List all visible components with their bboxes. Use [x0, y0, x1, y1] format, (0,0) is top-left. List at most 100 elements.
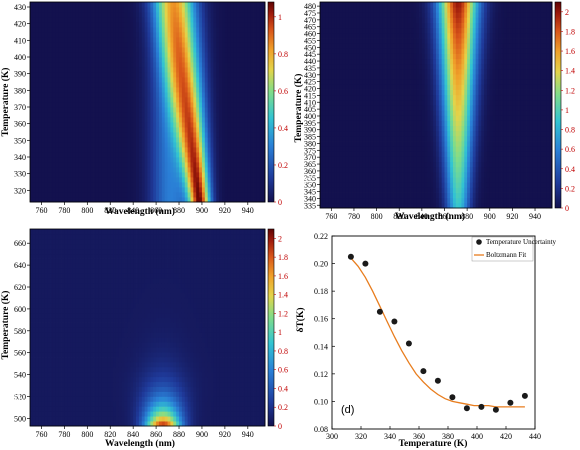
heatmap-cell: [379, 192, 383, 199]
heatmap-cell: [376, 27, 380, 34]
heatmap-cell: [348, 89, 352, 96]
heatmap-cell: [230, 42, 234, 48]
heatmap-cell: [115, 2, 120, 8]
heatmap-cell: [351, 202, 355, 209]
heatmap-cell: [204, 37, 209, 43]
heatmap-cell: [113, 37, 117, 43]
heatmap-cell: [47, 162, 51, 168]
heatmap-cell: [348, 202, 352, 209]
heatmap-cell: [339, 22, 344, 29]
heatmap-cell: [156, 167, 160, 173]
heatmap-cell: [416, 110, 420, 116]
heatmap-cell: [320, 94, 324, 101]
heatmap-cell: [158, 82, 163, 88]
heatmap-cell: [379, 27, 383, 34]
heatmap-cell: [164, 147, 168, 153]
heatmap-cell: [147, 62, 151, 68]
heatmap-cell: [115, 42, 120, 48]
heatmap-cell: [50, 7, 54, 13]
heatmap-cell: [365, 89, 369, 96]
heatmap-cell: [427, 197, 431, 204]
heatmap-cell: [204, 42, 209, 48]
heatmap-cell: [396, 94, 400, 101]
heatmap-cell: [351, 151, 355, 157]
colorbar-tick-label: 0.2: [278, 161, 288, 170]
heatmap-cell: [107, 197, 111, 203]
heatmap-cell: [239, 117, 243, 123]
heatmap-cell: [219, 37, 223, 43]
heatmap-cell: [390, 12, 394, 18]
heatmap-cell: [87, 17, 91, 23]
heatmap-cell: [430, 146, 434, 152]
heatmap-cell: [127, 87, 131, 93]
heatmap-cell: [430, 182, 434, 188]
heatmap-cell: [416, 12, 420, 18]
heatmap-cell: [256, 137, 260, 143]
heatmap-cell: [325, 99, 329, 106]
heatmap-cell: [334, 192, 338, 199]
heatmap-cell: [41, 72, 45, 78]
heatmap-cell: [322, 115, 327, 121]
heatmap-cell: [130, 87, 134, 93]
heatmap-cell: [84, 42, 88, 48]
heatmap-cell: [207, 52, 211, 58]
heatmap-cell: [413, 146, 417, 152]
heatmap-cell: [247, 17, 252, 23]
heatmap-cell: [339, 27, 344, 34]
heatmap-cell: [201, 172, 206, 178]
heatmap-cell: [244, 32, 249, 38]
heatmap-cell: [136, 117, 140, 123]
heatmap-cell: [190, 192, 194, 198]
heatmap-cell: [127, 77, 131, 83]
heatmap-cell: [78, 52, 82, 58]
heatmap-cell: [353, 32, 358, 39]
heatmap-cell: [348, 197, 352, 204]
heatmap-cell: [256, 97, 260, 103]
heatmap-cell: [421, 12, 426, 18]
heatmap-cell: [368, 43, 372, 49]
heatmap-cell: [81, 92, 85, 98]
heatmap-cell: [373, 171, 377, 178]
heatmap-cell: [393, 177, 397, 183]
heatmap-cell: [207, 107, 211, 113]
heatmap-cell: [230, 77, 234, 83]
heatmap-cell: [184, 187, 189, 193]
heatmap-cell: [342, 84, 346, 90]
heatmap-cell: [78, 147, 82, 153]
heatmap-cell: [196, 152, 200, 158]
heatmap-cell: [58, 22, 62, 28]
heatmap-cell: [61, 27, 65, 33]
heatmap-cell: [101, 182, 105, 188]
heatmap-cell: [362, 48, 366, 54]
heatmap-cell: [204, 72, 209, 78]
heatmap-cell: [61, 137, 65, 143]
heatmap-cell: [328, 58, 332, 65]
heatmap-cell: [379, 182, 383, 188]
heatmap-cell: [190, 92, 194, 98]
heatmap-cell: [244, 27, 249, 33]
heatmap-cell: [236, 97, 240, 103]
heatmap-cell: [90, 67, 94, 73]
heatmap-cell: [322, 120, 327, 126]
heatmap-cell: [370, 182, 375, 188]
heatmap-cell: [368, 151, 372, 157]
heatmap-cell: [67, 77, 71, 83]
heatmap-cell: [55, 62, 60, 68]
heatmap-cell: [393, 192, 397, 199]
heatmap-cell: [181, 22, 186, 28]
heatmap-cell: [427, 187, 431, 193]
heatmap-cell: [61, 77, 65, 83]
heatmap-cell: [359, 177, 363, 183]
heatmap-cell: [253, 152, 257, 158]
heatmap-cell: [167, 137, 171, 143]
heatmap-cell: [70, 177, 74, 183]
heatmap-cell: [81, 102, 85, 108]
heatmap-cell: [130, 2, 134, 8]
heatmap-cell: [113, 122, 117, 128]
heatmap-cell: [356, 161, 361, 168]
heatmap-cell: [138, 187, 143, 193]
heatmap-cell: [121, 122, 125, 128]
heatmap-cell: [233, 92, 237, 98]
heatmap-cell: [345, 166, 349, 173]
heatmap-cell: [107, 162, 111, 168]
